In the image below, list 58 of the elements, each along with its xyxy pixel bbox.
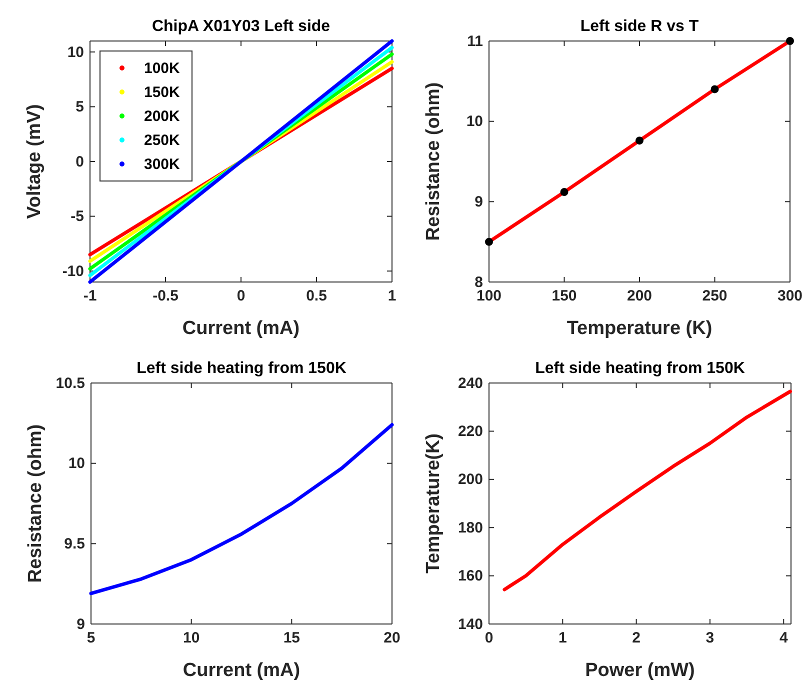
- y-tick-label: 9: [76, 616, 85, 633]
- y-tick-label: 9.5: [64, 535, 85, 552]
- chart-title: ChipA X01Y03 Left side: [152, 18, 330, 35]
- legend-label: 200K: [144, 108, 180, 125]
- x-tick-label: 10: [182, 630, 200, 647]
- y-tick-label: 10: [68, 455, 85, 472]
- x-axis-title: Current (mA): [182, 660, 300, 681]
- x-axis-title: Current (mA): [182, 318, 300, 339]
- y-axis-title: Resistance (ohm): [25, 424, 46, 583]
- x-axis-title: Power (mW): [585, 660, 695, 681]
- x-axis-title: Temperature (K): [566, 318, 712, 339]
- y-tick-label: 11: [467, 32, 483, 50]
- x-tick-label: 3: [706, 630, 714, 647]
- y-tick-label: 180: [458, 519, 483, 536]
- line-series: [89, 423, 394, 596]
- y-tick-label: 160: [458, 568, 483, 585]
- y-tick-label: 220: [458, 423, 483, 440]
- point: [636, 136, 644, 145]
- x-tick-label: 15: [283, 630, 300, 647]
- legend-label: 250K: [144, 132, 180, 149]
- y-tick-label: 10: [466, 113, 483, 130]
- x-tick-label: -1: [83, 288, 97, 305]
- x-tick-label: 20: [384, 630, 400, 647]
- x-tick-label: 0: [236, 288, 246, 305]
- x-tick-label: -0.5: [152, 288, 178, 305]
- chart-title: Left side R vs T: [580, 18, 699, 35]
- x-tick-label: 4: [779, 630, 788, 647]
- y-tick-label: 240: [458, 374, 483, 392]
- x-tick-label: 1: [558, 630, 567, 647]
- y-tick-label: -5: [70, 208, 84, 226]
- point: [485, 238, 493, 246]
- x-tick-label: 150: [552, 288, 577, 305]
- point: [786, 37, 794, 45]
- x-tick-label: 2: [632, 630, 640, 647]
- y-axis-title: Temperature(K): [423, 433, 444, 574]
- y-tick-label: 10: [67, 44, 84, 61]
- y-tick-label: 200: [458, 471, 483, 488]
- y-axis-title: Voltage (mV): [24, 104, 45, 219]
- legend-label: 300K: [144, 156, 180, 173]
- y-tick-label: -10: [62, 262, 84, 280]
- y-tick-label: 0: [76, 153, 84, 170]
- x-tick-label: 0.5: [306, 288, 327, 305]
- x-tick-label: 200: [626, 288, 652, 305]
- point: [560, 188, 568, 196]
- point: [710, 85, 719, 94]
- y-tick-label: 5: [76, 98, 84, 116]
- x-tick-label: 300: [777, 288, 803, 305]
- chart-title: Left side heating from 150K: [535, 360, 746, 377]
- chart-title: Left side heating from 150K: [136, 360, 347, 377]
- line-series: [502, 390, 792, 592]
- y-tick-label: 140: [458, 616, 483, 633]
- y-tick-label: 10.5: [56, 374, 85, 392]
- legend-label: 150K: [144, 84, 180, 101]
- y-tick-label: 9: [474, 193, 483, 210]
- x-tick-label: 250: [702, 288, 728, 305]
- legend-label: 100K: [144, 60, 180, 77]
- y-axis-title: Resistance (ohm): [423, 82, 444, 241]
- x-tick-label: 1: [388, 288, 396, 305]
